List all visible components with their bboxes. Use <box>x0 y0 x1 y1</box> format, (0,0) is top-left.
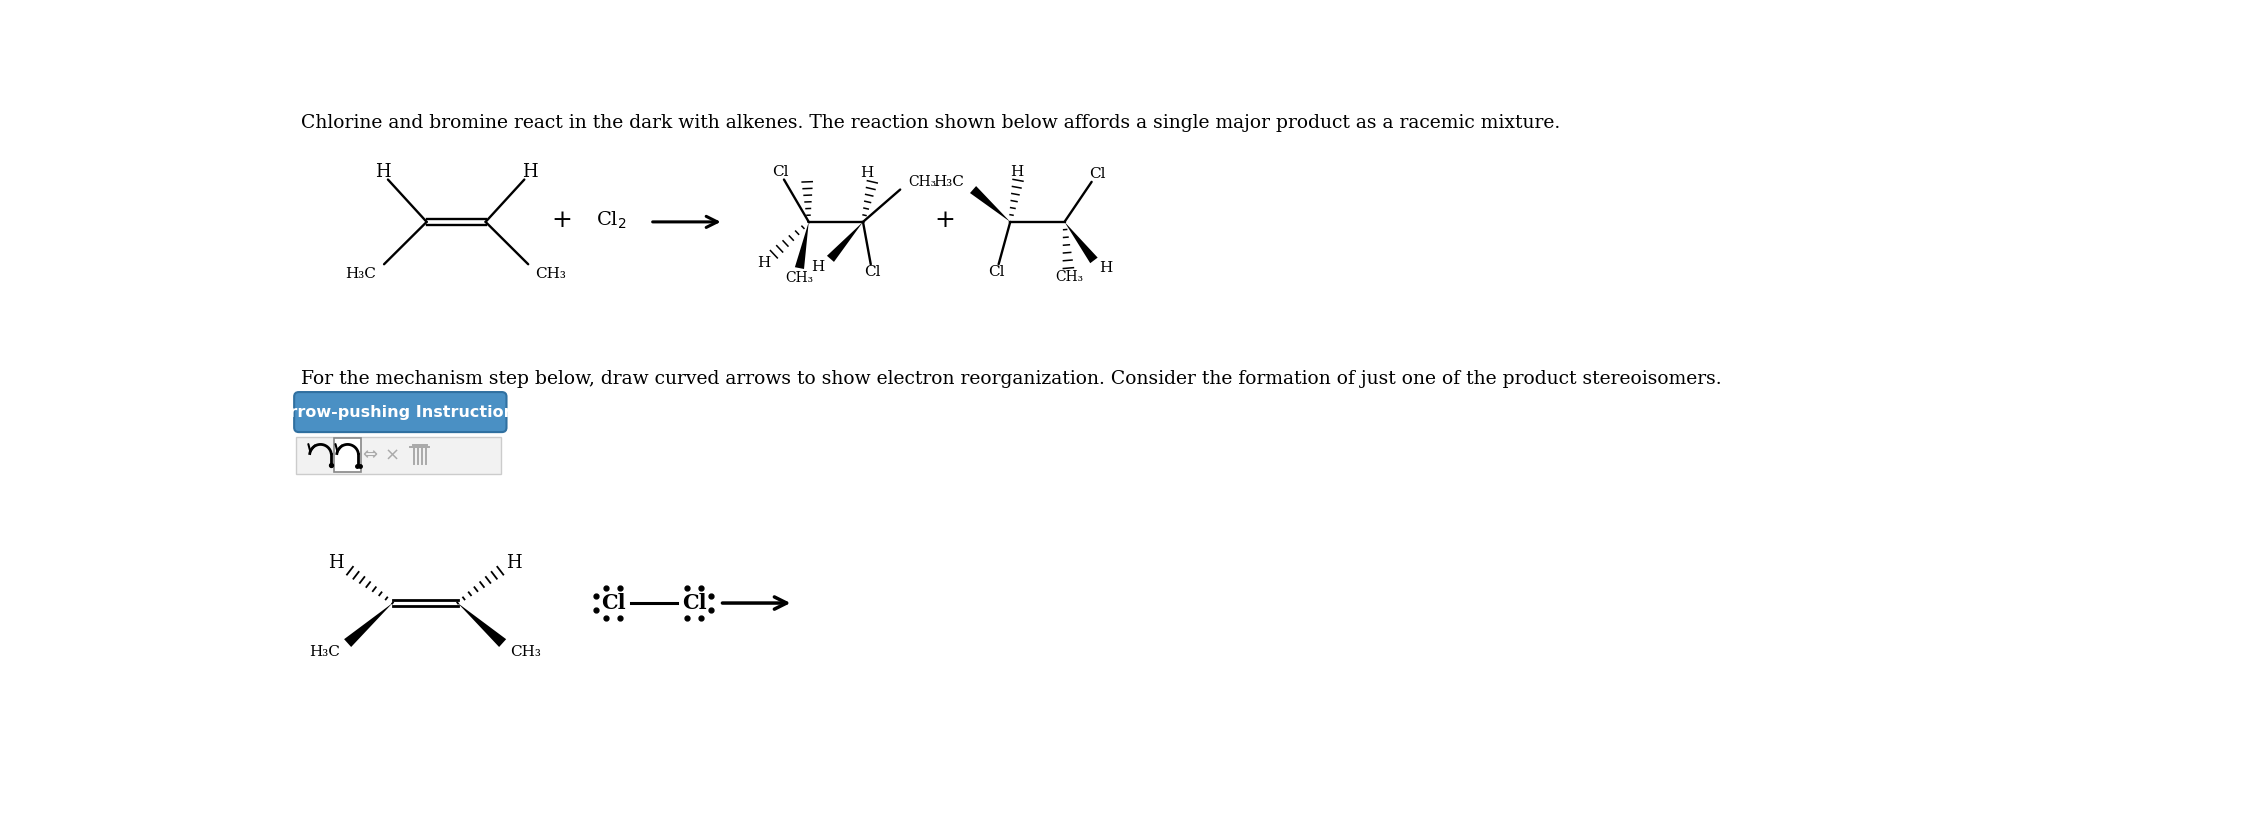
Polygon shape <box>827 222 863 262</box>
Text: H: H <box>1100 261 1113 275</box>
Text: Cl: Cl <box>863 265 881 279</box>
Text: ×: × <box>383 446 399 464</box>
Polygon shape <box>458 603 507 647</box>
Text: Chlorine and bromine react in the dark with alkenes. The reaction shown below af: Chlorine and bromine react in the dark w… <box>302 114 1560 132</box>
FancyBboxPatch shape <box>295 437 500 473</box>
FancyBboxPatch shape <box>295 392 507 432</box>
FancyBboxPatch shape <box>334 438 361 472</box>
Text: H: H <box>861 166 875 180</box>
Text: H: H <box>757 256 771 270</box>
Text: H₃C: H₃C <box>933 175 965 188</box>
Text: H₃C: H₃C <box>345 268 376 282</box>
Text: H: H <box>507 554 523 572</box>
Text: H: H <box>523 163 536 181</box>
Polygon shape <box>796 222 809 269</box>
Polygon shape <box>345 603 392 647</box>
Text: +: + <box>552 209 573 232</box>
Text: Cl: Cl <box>1089 167 1104 181</box>
Text: H: H <box>1010 165 1023 179</box>
Text: +: + <box>933 209 956 232</box>
Text: H: H <box>811 259 825 273</box>
Text: Cl: Cl <box>773 165 789 179</box>
Text: CH₃: CH₃ <box>509 645 541 659</box>
Text: For the mechanism step below, draw curved arrows to show electron reorganization: For the mechanism step below, draw curve… <box>302 370 1722 388</box>
Text: CH₃: CH₃ <box>784 271 814 285</box>
Text: Cl: Cl <box>987 265 1005 279</box>
Text: ⇔: ⇔ <box>363 446 379 464</box>
Text: Cl$_2$: Cl$_2$ <box>595 210 627 231</box>
Polygon shape <box>1064 222 1098 264</box>
Text: Cl: Cl <box>681 593 706 613</box>
Text: CH₃: CH₃ <box>1055 270 1084 284</box>
Text: H: H <box>376 163 392 181</box>
Text: Arrow-pushing Instructions: Arrow-pushing Instructions <box>277 405 525 419</box>
Text: Cl: Cl <box>602 593 627 613</box>
Polygon shape <box>969 186 1010 222</box>
Text: H₃C: H₃C <box>309 645 340 659</box>
Text: H: H <box>329 554 345 572</box>
Text: CH₃: CH₃ <box>534 268 566 282</box>
Text: CH₃: CH₃ <box>908 175 935 188</box>
